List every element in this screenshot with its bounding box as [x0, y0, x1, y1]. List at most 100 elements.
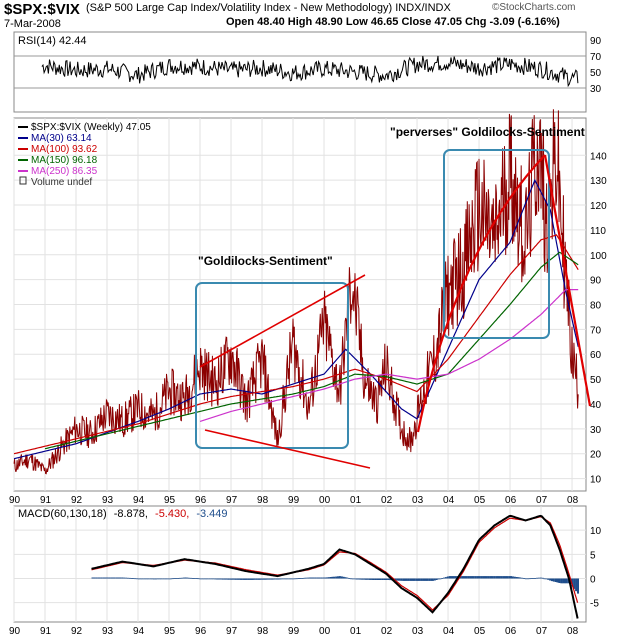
macd-hist-bar	[573, 578, 576, 589]
macd-hist-bar	[493, 576, 496, 579]
macd-hist-bar	[299, 578, 302, 579]
main-x-tick-label: 91	[40, 495, 52, 506]
legend-entry: $SPX:$VIX (Weekly) 47.05	[31, 122, 151, 133]
macd-hist-bar	[541, 577, 544, 579]
macd-hist-bar	[539, 577, 542, 579]
macd-hist-bar	[258, 578, 261, 580]
macd-hist-bar	[169, 578, 172, 580]
macd-hist-bar	[407, 578, 410, 581]
macd-hist-bar	[454, 576, 457, 579]
macd-label-value3: -3.449	[196, 508, 227, 520]
goldilocks-annotation: "Goldilocks-Sentiment"	[198, 254, 333, 268]
macd-hist-bar	[123, 577, 126, 579]
macd-hist-bar	[519, 577, 522, 579]
macd-hist-bar	[389, 578, 392, 581]
macd-hist-bar	[405, 578, 408, 581]
macd-hist-bar	[286, 578, 289, 580]
macd-hist-bar	[173, 578, 176, 579]
macd-x-tick-label: 06	[505, 626, 517, 637]
macd-hist-bar	[508, 576, 511, 579]
macd-hist-bar	[370, 578, 373, 580]
macd-hist-bar	[97, 577, 100, 579]
macd-hist-bar	[484, 576, 486, 579]
macd-hist-bar	[552, 578, 555, 582]
macd-hist-bar	[558, 578, 561, 583]
macd-hist-bar	[290, 578, 293, 580]
macd-hist-bar	[115, 577, 118, 579]
main-y-tick-label: 80	[590, 301, 602, 312]
perverses-annotation: "perverses" Goldilocks-Sentiment	[390, 125, 585, 139]
macd-hist-bar	[216, 578, 219, 580]
macd-hist-bar	[165, 578, 168, 580]
macd-hist-bar	[575, 578, 578, 592]
macd-hist-bar	[110, 577, 113, 579]
main-y-tick-label: 140	[590, 151, 607, 162]
macd-hist-bar	[489, 576, 492, 579]
macd-hist-bar	[374, 578, 377, 580]
macd-hist-bar	[459, 576, 462, 579]
main-x-tick-label: 95	[164, 495, 176, 506]
macd-hist-bar	[298, 578, 300, 579]
rsi-tick-label: 30	[590, 84, 602, 95]
macd-hist-bar	[312, 577, 315, 579]
macd-hist-bar	[257, 578, 260, 580]
macd-hist-bar	[93, 577, 96, 579]
macd-hist-bar	[335, 576, 338, 579]
macd-hist-bar	[208, 578, 211, 580]
macd-hist-bar	[372, 578, 375, 580]
macd-hist-bar	[303, 577, 306, 579]
macd-hist-bar	[266, 578, 269, 580]
macd-hist-bar	[340, 576, 343, 579]
main-y-tick-label: 120	[590, 201, 607, 212]
macd-hist-bar	[271, 578, 274, 580]
chart-date: 7-Mar-2008	[4, 18, 61, 30]
macd-hist-bar	[98, 577, 101, 579]
macd-hist-bar	[212, 578, 215, 580]
macd-hist-bar	[524, 578, 527, 580]
rsi-line	[41, 55, 579, 88]
macd-hist-bar	[327, 577, 330, 579]
macd-hist-bar	[320, 577, 323, 579]
macd-hist-bar	[138, 578, 140, 580]
macd-hist-bar	[251, 578, 254, 580]
macd-hist-bar	[577, 578, 579, 594]
macd-hist-bar	[100, 577, 103, 579]
macd-hist-bar	[422, 578, 425, 581]
main-x-tick-label: 92	[71, 495, 83, 506]
ohlc-summary: Open 48.40 High 48.90 Low 46.65 Close 47…	[226, 16, 560, 28]
macd-hist-bar	[95, 577, 98, 579]
macd-hist-bar	[126, 577, 129, 579]
macd-label-name: MACD(60,130,18)	[18, 508, 107, 520]
macd-hist-bar	[409, 578, 412, 581]
macd-hist-bar	[249, 578, 252, 580]
macd-hist-bar	[177, 578, 180, 579]
macd-hist-bar	[108, 577, 111, 579]
main-x-tick-label: 96	[195, 495, 207, 506]
macd-hist-bar	[182, 577, 185, 579]
macd-hist-bar	[564, 578, 566, 584]
macd-hist-bar	[513, 576, 516, 579]
macd-y-axis: 10 5 0 -5	[590, 526, 602, 610]
macd-hist-bar	[476, 576, 479, 579]
macd-hist-bar	[221, 578, 224, 580]
macd-hist-bar	[363, 578, 366, 580]
brand-label[interactable]: ©StockCharts.com	[492, 2, 576, 13]
macd-x-tick-label: 05	[474, 626, 486, 637]
ma250-line	[199, 289, 579, 422]
macd-hist-bar	[420, 578, 423, 581]
main-x-tick-label: 00	[319, 495, 331, 506]
macd-hist-bar	[471, 576, 473, 579]
macd-hist-bar	[255, 578, 258, 580]
upper-trendline	[199, 274, 366, 368]
macd-hist-bar	[461, 576, 464, 579]
macd-hist-bar	[104, 577, 107, 579]
macd-hist-bar	[411, 578, 414, 581]
macd-hist-bar	[381, 578, 384, 580]
main-x-tick-label: 02	[381, 495, 393, 506]
macd-hist-bar	[175, 578, 178, 579]
macd-hist-bar	[283, 578, 286, 580]
legend-entry: MA(30) 63.14	[31, 133, 92, 144]
macd-hist-bar	[415, 578, 418, 581]
macd-hist-bar	[322, 577, 325, 579]
macd-hist-bar	[268, 578, 271, 580]
